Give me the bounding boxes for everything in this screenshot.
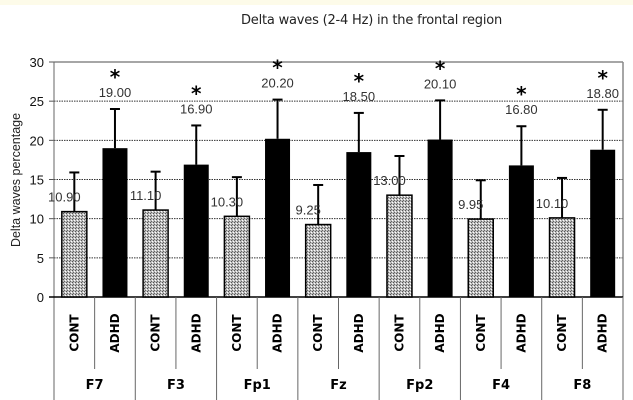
bar-cont — [142, 209, 169, 298]
data-label: 16.80 — [505, 102, 538, 117]
category-label: CONT — [474, 314, 488, 352]
data-label: 18.50 — [343, 89, 376, 104]
data-label: 10.30 — [211, 194, 244, 209]
category-label: CONT — [67, 314, 81, 352]
category-label: ADHD — [596, 313, 610, 352]
significance-star: * — [110, 65, 121, 89]
data-label: 10.10 — [536, 196, 569, 211]
group-label: Fz — [330, 378, 346, 393]
group-label: Fp1 — [244, 378, 271, 393]
group-label: Fp2 — [406, 378, 433, 393]
significance-star: * — [435, 56, 446, 80]
category-label: CONT — [230, 314, 244, 352]
y-tick-label: 15 — [30, 173, 44, 188]
data-label: 10.90 — [48, 190, 81, 205]
bar-adhd — [102, 148, 128, 297]
y-tick-label: 5 — [37, 251, 44, 266]
top-band — [0, 0, 633, 5]
gridlines — [54, 100, 623, 259]
category-label: ADHD — [108, 313, 122, 352]
bar-cont — [467, 218, 494, 298]
significance-star: * — [516, 82, 527, 106]
data-label: 9.25 — [296, 203, 321, 218]
bar-cont — [304, 223, 332, 298]
y-tick-label: 20 — [30, 133, 44, 148]
y-tick-label: 0 — [37, 290, 44, 305]
category-label: ADHD — [271, 313, 285, 352]
data-label: 9.95 — [458, 197, 483, 212]
bar-adhd — [183, 164, 209, 297]
group-label: F8 — [573, 378, 591, 393]
category-label: ADHD — [514, 313, 528, 352]
data-label: 16.90 — [180, 101, 213, 116]
significance-star: * — [597, 66, 608, 90]
category-label: ADHD — [433, 313, 447, 352]
category-label: ADHD — [352, 313, 366, 352]
bar-adhd — [427, 139, 453, 297]
y-tick-label: 25 — [30, 94, 44, 109]
significance-star: * — [272, 56, 283, 80]
data-label: 20.10 — [424, 76, 457, 91]
data-label: 18.80 — [586, 86, 619, 101]
category-label: CONT — [392, 314, 406, 352]
chart-title: Delta waves (2-4 Hz) in the frontal regi… — [240, 13, 503, 28]
category-label: CONT — [149, 314, 163, 352]
y-axis-label: Delta waves percentage — [9, 113, 23, 247]
group-label: F4 — [492, 378, 510, 393]
bar-adhd — [265, 138, 291, 297]
data-label: 20.20 — [261, 76, 294, 91]
data-label: 11.10 — [130, 188, 162, 203]
y-tick-label: 10 — [30, 212, 44, 227]
bar-cont — [223, 215, 251, 298]
bar-cont — [548, 217, 576, 298]
bar-adhd — [346, 152, 372, 297]
category-label: CONT — [555, 314, 569, 352]
significance-star: * — [354, 69, 365, 93]
group-label: F7 — [86, 378, 104, 393]
group-label: F3 — [167, 378, 185, 393]
bar-cont — [386, 194, 413, 298]
category-label: ADHD — [189, 313, 203, 352]
bar-adhd — [590, 149, 616, 297]
category-label: CONT — [311, 314, 325, 352]
bar-cont — [61, 210, 88, 298]
data-label: 13.00 — [373, 173, 406, 188]
data-label: 19.00 — [99, 85, 132, 100]
significance-star: * — [191, 81, 202, 105]
bars — [61, 98, 616, 298]
bar-adhd — [508, 165, 534, 297]
y-tick-label: 30 — [30, 55, 44, 70]
